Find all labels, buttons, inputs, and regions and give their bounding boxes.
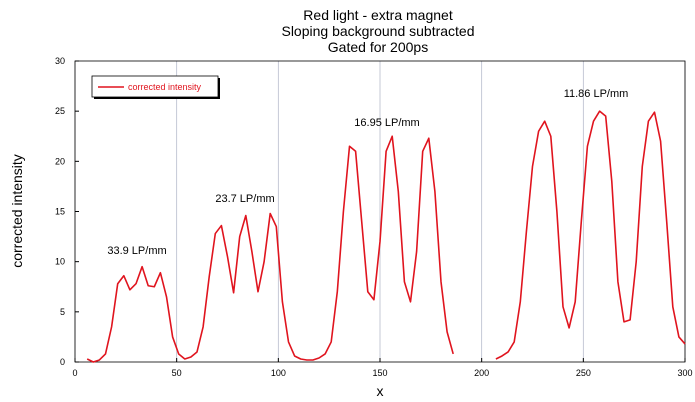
x-tick-label: 0 bbox=[72, 368, 77, 378]
plot-frame bbox=[74, 60, 686, 363]
data-line bbox=[86, 135, 454, 363]
chart-title: Sloping background subtracted bbox=[281, 23, 474, 39]
y-tick-label: 5 bbox=[60, 307, 65, 317]
annotation: 16.95 LP/mm bbox=[354, 117, 419, 129]
x-axis-label: x bbox=[377, 383, 384, 399]
legend-box bbox=[91, 75, 219, 98]
y-tick-label: 15 bbox=[55, 207, 65, 217]
y-tick-label: 25 bbox=[55, 106, 65, 116]
chart-title: Gated for 200ps bbox=[328, 39, 428, 55]
chart-title: Red light - extra magnet bbox=[303, 7, 453, 23]
x-tick-label: 100 bbox=[271, 368, 286, 378]
x-tick-label: 50 bbox=[172, 368, 182, 378]
y-axis-label: corrected intensity bbox=[9, 154, 25, 268]
data-line bbox=[495, 110, 686, 360]
y-tick-label: 30 bbox=[55, 56, 65, 66]
y-tick-label: 0 bbox=[60, 357, 65, 367]
x-tick-label: 250 bbox=[576, 368, 591, 378]
x-tick-label: 300 bbox=[677, 368, 692, 378]
legend-label: corrected intensity bbox=[128, 82, 202, 92]
x-tick-label: 150 bbox=[372, 368, 387, 378]
y-tick-label: 20 bbox=[55, 156, 65, 166]
y-tick-label: 10 bbox=[55, 257, 65, 267]
annotation: 11.86 LP/mm bbox=[564, 88, 629, 100]
x-tick-label: 200 bbox=[474, 368, 489, 378]
annotation: 33.9 LP/mm bbox=[107, 245, 166, 257]
annotation: 23.7 LP/mm bbox=[215, 193, 274, 205]
